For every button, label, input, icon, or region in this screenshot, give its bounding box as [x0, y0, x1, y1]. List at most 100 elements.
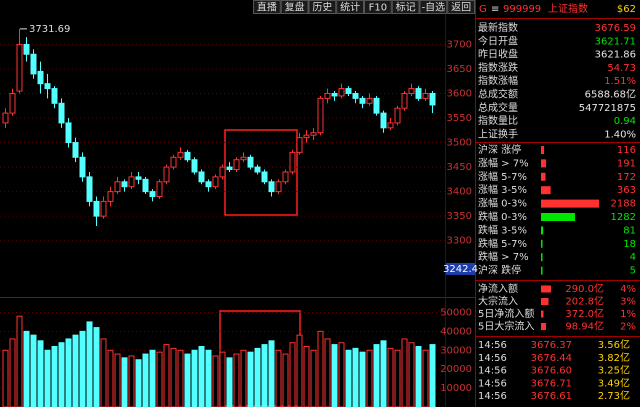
trade-amount: 3.56亿 [598, 338, 630, 351]
toolbar-label[interactable]: 直播 [257, 1, 277, 14]
y-tick-label: 3350 [447, 211, 472, 222]
y-tick-label: 3600 [447, 88, 472, 99]
volume-bar [310, 349, 317, 407]
stat-label: 总成交量 [478, 101, 518, 114]
volume-bar [107, 349, 114, 407]
volume-bar [37, 340, 44, 407]
breadth-count: 5 [630, 266, 636, 277]
candle-body [373, 97, 380, 114]
flow-value: 202.8亿 [565, 295, 604, 308]
candle-body [184, 151, 191, 161]
candle-body [233, 159, 240, 171]
flow-label: 5日净流入额 [478, 307, 534, 320]
volume-bar [114, 353, 121, 407]
toolbar-button[interactable] [419, 0, 448, 14]
stat-label: 昨日收盘 [478, 48, 518, 61]
y-tick-label: 3300 [447, 236, 472, 247]
breadth-bar [541, 172, 546, 181]
toolbar-label[interactable]: 标记 [396, 2, 416, 14]
candle-body [261, 171, 268, 183]
volume-bar [289, 342, 296, 407]
candle-body [240, 156, 247, 161]
volume-bar [93, 327, 100, 407]
flow-bar [541, 323, 546, 330]
toolbar-button[interactable] [308, 0, 337, 14]
flow-pct: 2% [620, 322, 636, 333]
breadth-count: 1282 [611, 212, 636, 223]
volume-bar [156, 351, 163, 407]
candle-body [114, 181, 121, 193]
breadth-label: 跌幅 3-5% [478, 223, 527, 236]
stat-value: 547721875 [579, 103, 636, 114]
toolbar-label[interactable]: F10 [369, 3, 387, 14]
volume-bar [331, 344, 338, 407]
breadth-label: 跌幅 > 7% [478, 250, 529, 263]
volume-bar [86, 321, 93, 407]
stat-label: 上证换手 [478, 127, 518, 140]
volume-bar [429, 344, 436, 407]
volume-bar [401, 338, 408, 407]
volume-bar [16, 315, 23, 407]
candle-body [149, 191, 156, 198]
trade-amount: 3.82亿 [598, 351, 630, 364]
toolbar-button[interactable] [391, 0, 420, 14]
breadth-bar [541, 239, 543, 248]
toolbar-label[interactable]: 历史 [312, 2, 332, 14]
candle-body [394, 107, 401, 124]
volume-bar [345, 349, 352, 407]
breadth-count: 191 [617, 158, 636, 169]
toolbar-button[interactable] [447, 0, 475, 14]
toolbar-button[interactable] [364, 0, 392, 14]
volume-bar [219, 351, 226, 407]
stat-value: 0.94 [614, 116, 636, 127]
candle-body [135, 176, 142, 180]
stat-label: 指数涨幅 [478, 74, 518, 87]
candle-body [324, 92, 331, 99]
toolbar-button[interactable] [253, 0, 281, 14]
volume-bar [275, 349, 282, 407]
volume-bar [128, 355, 135, 407]
stat-label: 指数涨跌 [478, 61, 518, 74]
max-label: 3731.69 [29, 24, 70, 35]
flow-pct: 3% [620, 297, 636, 308]
volume-bar [380, 340, 387, 407]
candle-body [226, 166, 233, 171]
stat-value: 3676.59 [595, 23, 636, 34]
volume-tick-label: 30000 [440, 345, 472, 356]
flow-pct: 4% [620, 284, 636, 295]
candle-body [128, 176, 135, 188]
volume-bar [9, 338, 16, 407]
volume-bar [184, 353, 191, 407]
breadth-label: 涨幅 0-3% [478, 197, 527, 210]
volume-bar [394, 349, 401, 407]
candle-body [2, 112, 9, 124]
candle-body [345, 88, 352, 94]
toolbar-button[interactable] [280, 0, 309, 14]
breadth-label: 沪深 跌停 [478, 264, 521, 277]
candle-body [30, 53, 37, 75]
breadth-label: 沪深 涨停 [478, 143, 521, 156]
trade-time: 14:56 [478, 340, 507, 351]
volume-bar [205, 349, 212, 407]
candle-body [121, 181, 128, 188]
toolbar-label[interactable]: 统计 [340, 1, 360, 14]
volume-bar [212, 355, 219, 407]
volume-bar [58, 342, 65, 407]
toolbar-label[interactable]: -自选 [422, 1, 446, 14]
candle-body [212, 176, 219, 188]
toolbar-label[interactable]: 返回 [451, 2, 471, 14]
breadth-bar [541, 146, 545, 154]
toolbar-label[interactable]: 复盘 [285, 1, 305, 14]
volume-bar [254, 347, 261, 407]
candle-body [338, 88, 345, 97]
breadth-label: 跌幅 0-3% [478, 210, 527, 223]
candle-body [107, 191, 114, 202]
candle-body [429, 92, 436, 106]
stat-value: 1.51% [604, 76, 636, 87]
volume-tick-label: 20000 [440, 364, 472, 375]
toolbar-button[interactable] [336, 0, 364, 14]
breadth-count: 363 [617, 185, 636, 196]
menu[interactable]: ≡ [491, 4, 499, 15]
volume-bar [198, 345, 205, 407]
volume-bar [352, 347, 359, 407]
